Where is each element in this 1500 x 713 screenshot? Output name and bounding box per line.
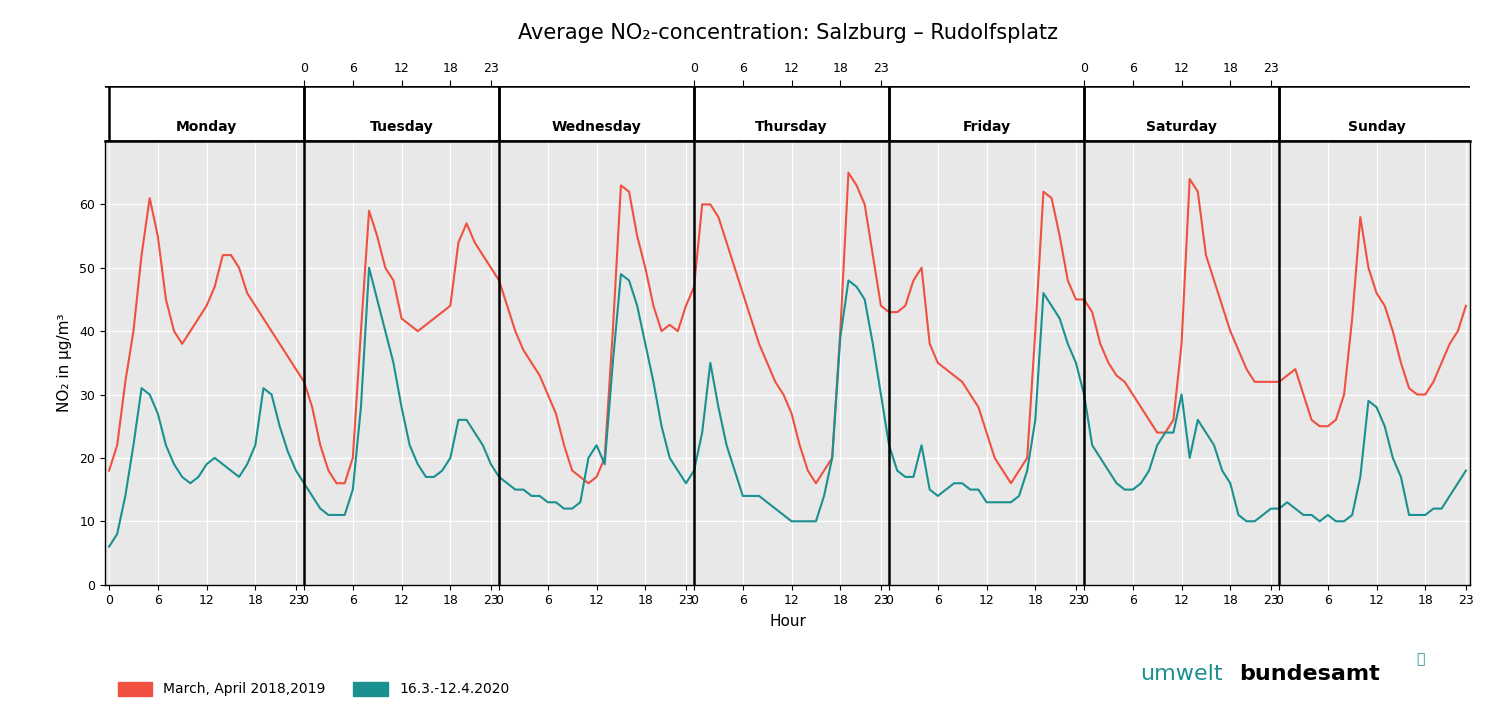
X-axis label: Hour: Hour bbox=[770, 615, 806, 630]
Text: Average NO₂-concentration: Salzburg – Rudolfsplatz: Average NO₂-concentration: Salzburg – Ru… bbox=[518, 23, 1058, 43]
Text: Thursday: Thursday bbox=[756, 120, 828, 134]
Text: Ⓤ: Ⓤ bbox=[1416, 652, 1425, 667]
Text: bundesamt: bundesamt bbox=[1239, 665, 1380, 684]
Text: Friday: Friday bbox=[963, 120, 1011, 134]
Text: Wednesday: Wednesday bbox=[552, 120, 642, 134]
Text: Saturday: Saturday bbox=[1146, 120, 1216, 134]
Text: Sunday: Sunday bbox=[1347, 120, 1406, 134]
Text: umwelt: umwelt bbox=[1140, 665, 1222, 684]
Y-axis label: NO₂ in μg/m³: NO₂ in μg/m³ bbox=[57, 314, 72, 412]
Text: Tuesday: Tuesday bbox=[369, 120, 434, 134]
Text: Monday: Monday bbox=[176, 120, 237, 134]
Legend: March, April 2018,2019, 16.3.-12.4.2020: March, April 2018,2019, 16.3.-12.4.2020 bbox=[112, 676, 514, 702]
